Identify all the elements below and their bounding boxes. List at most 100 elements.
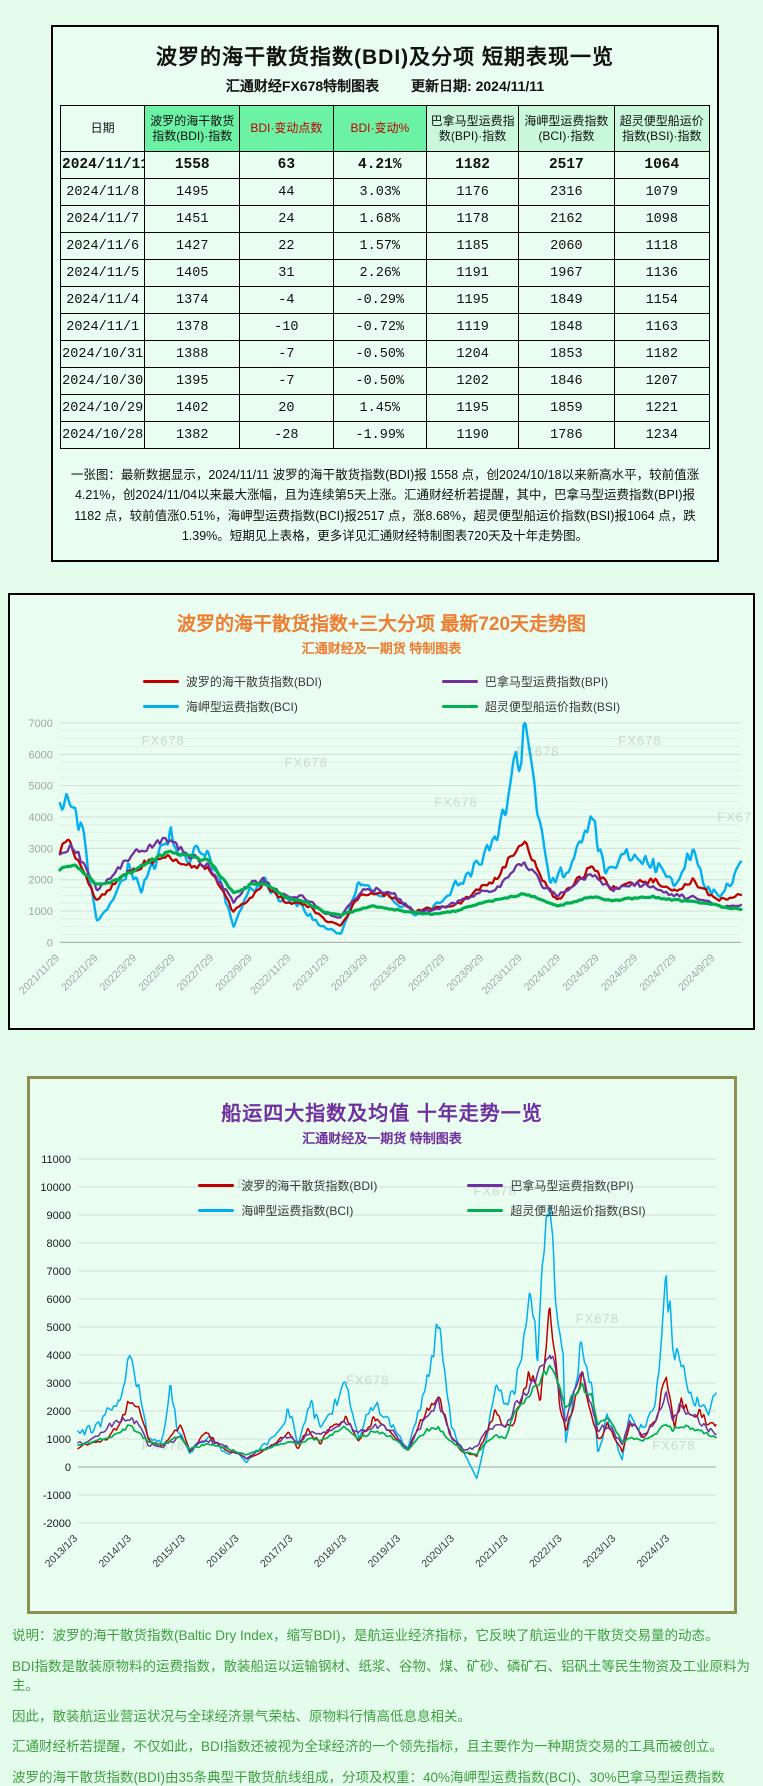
table-row: 2024/11/6 1427 22 1.57% 1185 2060 1118 <box>59 232 711 260</box>
column-header: 日期 <box>59 105 146 152</box>
table-cell: 1.57% <box>332 232 428 260</box>
x-axis-tick-label: 2022/3/29 <box>98 953 139 994</box>
y-axis-tick-label: 0 <box>47 937 53 949</box>
series-bpi-line <box>58 836 743 919</box>
x-axis-tick-label: 2022/1/3 <box>527 1533 564 1570</box>
series-bdi-line <box>58 838 743 927</box>
table-cell: 1388 <box>144 340 241 368</box>
table-cell: 1195 <box>426 286 520 314</box>
table-cell: 1786 <box>518 421 615 449</box>
series-bsi-line <box>58 849 743 917</box>
watermark: FX678 <box>618 733 661 748</box>
x-axis-tick-label: 2024/7/29 <box>638 953 679 994</box>
table-cell: 2024/10/29 <box>59 394 146 422</box>
y-axis-tick-label: 4000 <box>47 1350 71 1362</box>
legend-label: 海岬型运费指数(BCI) <box>241 1204 354 1219</box>
chart-720-card: 波罗的海干散货指数+三大分项 最新720天走势图 汇通财经及一期货 特制图表 波… <box>8 593 755 1031</box>
x-axis-tick-label: 2023/3/29 <box>330 953 371 994</box>
x-axis-tick-label: 2017/1/3 <box>258 1533 295 1570</box>
table-cell: 2024/11/7 <box>59 205 146 233</box>
x-axis-tick-label: 2022/7/29 <box>175 953 216 994</box>
table-cell: 2024/11/8 <box>59 178 146 206</box>
x-axis-tick-label: 2022/11/29 <box>249 953 293 997</box>
table-row: 2024/11/11 1558 63 4.21% 1182 2517 1064 <box>59 151 711 179</box>
bdi-table-head: 日期 波罗的海干散货指数(BDI)·指数 BDI·变动点数 BDI·变动% 巴拿马型运费… <box>59 105 711 152</box>
table-cell: 44 <box>239 178 334 206</box>
watermark: FX678 <box>238 1176 281 1191</box>
column-header: BDI·变动% <box>332 105 428 152</box>
table-row: 2024/11/4 1374 -4 -0.29% 1195 1849 1154 <box>59 286 711 314</box>
legend-label: 海岬型运费指数(BCI) <box>185 700 298 714</box>
table-cell: 1176 <box>426 178 520 206</box>
table-cell: 1118 <box>613 232 711 260</box>
table-cell: 2316 <box>518 178 615 206</box>
legend-item: 海岬型运费指数(BCI) <box>198 1202 377 1219</box>
table-row: 2024/10/28 1382 -28 -1.99% 1190 1786 1234 <box>59 421 711 449</box>
table-cell: 2024/11/1 <box>59 313 146 341</box>
table-cell: 1195 <box>426 394 520 422</box>
chart-10y-subtitle: 汇通财经及一期货 特制图表 <box>302 1131 462 1147</box>
legend-item: 海岬型运费指数(BCI) <box>142 698 322 715</box>
chart-10y-title: 船运四大指数及均值 十年走势一览 <box>221 1103 543 1126</box>
table-cell: 1163 <box>613 313 711 341</box>
table-cell: 1234 <box>613 421 711 449</box>
y-axis-tick-label: 4000 <box>28 812 52 824</box>
table-cell: 1182 <box>426 151 520 179</box>
table-cell: 1202 <box>426 367 520 395</box>
watermark: FX678 <box>576 1311 619 1326</box>
y-axis-tick-label: 3000 <box>28 843 52 855</box>
x-axis-tick-label: 2021/11/29 <box>18 953 62 997</box>
table-cell: -0.29% <box>332 286 428 314</box>
chart-10y-wrap: -2000 -1000 0 1000 2000 3000 4000 5000 6000 7000 8… <box>32 1147 732 1609</box>
table-cell: -0.50% <box>332 367 428 395</box>
table-cell: -28 <box>239 421 334 449</box>
table-cell: 63 <box>239 151 334 179</box>
table-cell: -0.50% <box>332 340 428 368</box>
chart-720-svg: 010002000300040005000600070002021/11/292… <box>18 718 751 997</box>
y-axis-tick-label: 6000 <box>28 749 52 761</box>
table-row: 2024/11/7 1451 24 1.68% 1178 2162 1098 <box>59 205 711 233</box>
bdi-table: 日期 波罗的海干散货指数(BDI)·指数 BDI·变动点数 BDI·变动% 巴拿马型运费… <box>59 105 711 449</box>
table-cell: 1098 <box>613 205 711 233</box>
y-axis-tick-label: 2000 <box>47 1406 71 1418</box>
table-cell: 2024/11/5 <box>59 259 146 287</box>
y-axis-tick-label: 9000 <box>47 1210 71 1222</box>
y-axis-tick-label: 7000 <box>28 718 52 730</box>
legend-line-swatch <box>142 679 179 684</box>
table-cell: 2024/10/28 <box>59 421 146 449</box>
x-axis-tick-label: 2022/1/29 <box>60 953 101 994</box>
x-axis-tick-label: 2024/5/29 <box>600 953 641 994</box>
x-axis-tick-label: 2023/5/29 <box>368 953 409 994</box>
chart-720-title: 波罗的海干散货指数+三大分项 最新720天走势图 <box>176 614 587 635</box>
series-bci-line <box>58 721 743 936</box>
y-axis-tick-label: -2000 <box>43 1518 71 1530</box>
legend-label: 波罗的海干散货指数(BDI) <box>185 675 322 689</box>
watermark: FX678 <box>516 744 559 759</box>
table-cell: -7 <box>239 340 334 368</box>
y-axis-tick-label: 11000 <box>41 1154 71 1166</box>
table-cell: 2517 <box>518 151 615 179</box>
table-cell: -4 <box>239 286 334 314</box>
legend-label: 波罗的海干散货指数(BDI) <box>241 1179 378 1194</box>
chart-720-plot: 0 1000 2000 3000 4000 5000 6000 7000 2021/11/29 2… <box>12 715 751 1026</box>
table-cell: 1451 <box>144 205 241 233</box>
table-cell: 1185 <box>426 232 520 260</box>
table-cell: -10 <box>239 313 334 341</box>
chart-720-subtitle: 汇通财经及一期货 特制图表 <box>301 641 462 656</box>
table-cell: 31 <box>239 259 334 287</box>
x-axis-tick-label: 2023/1/29 <box>291 953 332 994</box>
x-axis-tick-label: 2016/1/3 <box>204 1533 241 1570</box>
x-axis-tick-label: 2023/9/29 <box>445 953 486 994</box>
table-cell: 1395 <box>144 367 241 395</box>
watermark: FX678 <box>717 810 751 825</box>
x-axis-tick-label: 2023/1/3 <box>581 1533 618 1570</box>
y-axis-tick-label: 0 <box>65 1462 71 1474</box>
legend-item: 巴拿马型运费指数(BPI) <box>467 1177 645 1194</box>
table-cell: 2024/11/4 <box>59 286 146 314</box>
table-cell: 1190 <box>426 421 520 449</box>
table-cell: 1064 <box>613 151 711 179</box>
table-cell: 1374 <box>144 286 241 314</box>
y-axis-tick-label: 3000 <box>47 1378 71 1390</box>
x-axis-tick-label: 2014/1/3 <box>97 1533 134 1570</box>
table-cell: 1207 <box>613 367 711 395</box>
